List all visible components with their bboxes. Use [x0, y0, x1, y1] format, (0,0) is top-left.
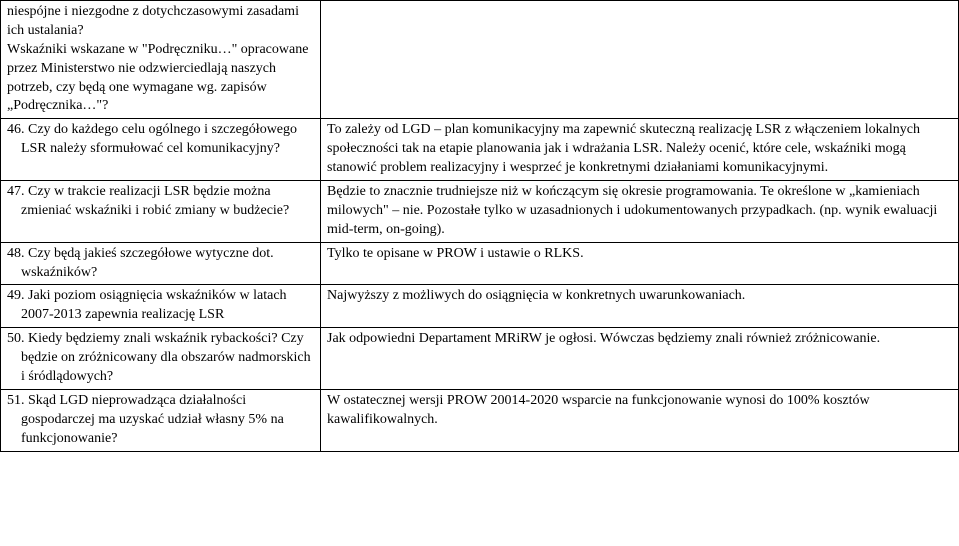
cell-text: To zależy od LGD – plan komunikacyjny ma… [327, 121, 952, 178]
cell-left: 46. Czy do każdego celu ogólnego i szcze… [1, 119, 321, 181]
cell-right: Będzie to znacznie trudniejsze niż w koń… [321, 181, 959, 243]
table-row: 48. Czy będą jakieś szczegółowe wytyczne… [1, 242, 959, 285]
cell-left: niespójne i niezgodne z dotychczasowymi … [1, 1, 321, 119]
cell-text: W ostatecznej wersji PROW 20014-2020 wsp… [327, 392, 952, 430]
table-row: niespójne i niezgodne z dotychczasowymi … [1, 1, 959, 119]
cell-right: To zależy od LGD – plan komunikacyjny ma… [321, 119, 959, 181]
cell-text: Najwyższy z możliwych do osiągnięcia w k… [327, 287, 952, 306]
cell-right: Najwyższy z możliwych do osiągnięcia w k… [321, 285, 959, 328]
cell-left: 47. Czy w trakcie realizacji LSR będzie … [1, 181, 321, 243]
table-row: 49. Jaki poziom osiągnięcia wskaźników w… [1, 285, 959, 328]
cell-right: Tylko te opisane w PROW i ustawie o RLKS… [321, 242, 959, 285]
cell-text: Będzie to znacznie trudniejsze niż w koń… [327, 183, 952, 240]
cell-text: 47. Czy w trakcie realizacji LSR będzie … [7, 183, 314, 221]
cell-text: Jak odpowiedni Departament MRiRW je ogło… [327, 330, 952, 349]
qa-table: niespójne i niezgodne z dotychczasowymi … [0, 0, 959, 452]
table-row: 47. Czy w trakcie realizacji LSR będzie … [1, 181, 959, 243]
cell-text: 51. Skąd LGD nieprowadząca działalności … [7, 392, 314, 449]
cell-text: 46. Czy do każdego celu ogólnego i szcze… [7, 121, 314, 159]
table-row: 51. Skąd LGD nieprowadząca działalności … [1, 389, 959, 451]
table-row: 50. Kiedy będziemy znali wskaźnik ryback… [1, 328, 959, 390]
cell-text: niespójne i niezgodne z dotychczasowymi … [7, 3, 314, 116]
cell-left: 50. Kiedy będziemy znali wskaźnik ryback… [1, 328, 321, 390]
cell-text: 50. Kiedy będziemy znali wskaźnik ryback… [7, 330, 314, 387]
cell-text: Tylko te opisane w PROW i ustawie o RLKS… [327, 245, 952, 264]
cell-right [321, 1, 959, 119]
cell-text: 49. Jaki poziom osiągnięcia wskaźników w… [7, 287, 314, 325]
cell-right: W ostatecznej wersji PROW 20014-2020 wsp… [321, 389, 959, 451]
cell-text: 48. Czy będą jakieś szczegółowe wytyczne… [7, 245, 314, 283]
cell-left: 49. Jaki poziom osiągnięcia wskaźników w… [1, 285, 321, 328]
table-row: 46. Czy do każdego celu ogólnego i szcze… [1, 119, 959, 181]
cell-right: Jak odpowiedni Departament MRiRW je ogło… [321, 328, 959, 390]
cell-left: 51. Skąd LGD nieprowadząca działalności … [1, 389, 321, 451]
cell-left: 48. Czy będą jakieś szczegółowe wytyczne… [1, 242, 321, 285]
